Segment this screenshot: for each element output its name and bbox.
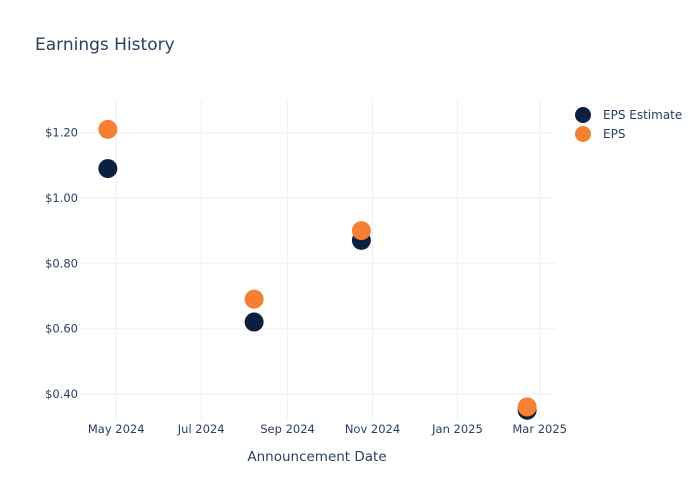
y-tick-label: $0.80 [45,256,78,270]
y-tick-label: $0.60 [45,322,78,336]
data-point[interactable] [517,397,537,417]
x-tick-label: Jul 2024 [177,422,225,436]
y-axis-ticks: $0.40 $0.60 $0.80 $1.00 $1.20 [45,126,78,401]
data-point[interactable] [244,289,264,309]
legend-item[interactable]: EPS [575,126,625,142]
x-tick-label: Mar 2025 [512,422,567,436]
x-axis-ticks: May 2024 Jul 2024 Sep 2024 Nov 2024 Jan 2025… [88,422,567,436]
x-axis-title: Announcement Date [247,449,386,465]
y-tick-label: $1.20 [45,126,78,140]
y-tick-label: $1.00 [45,191,78,205]
legend-label: EPS Estimate [603,108,682,122]
x-tick-label: May 2024 [88,422,145,436]
data-point[interactable] [98,159,118,179]
data-points [98,119,537,420]
data-point[interactable] [98,119,118,139]
legend-marker [575,126,591,142]
legend-marker [575,107,591,123]
x-tick-label: Jan 2025 [431,422,483,436]
series-1 [98,119,537,417]
legend-label: EPS [603,127,625,141]
data-point[interactable] [351,221,371,241]
x-tick-label: Sep 2024 [260,422,315,436]
data-point[interactable] [244,312,264,332]
x-tick-label: Nov 2024 [345,422,400,436]
legend-item[interactable]: EPS Estimate [575,107,682,123]
y-tick-label: $0.40 [45,387,78,401]
legend[interactable]: EPS Estimate EPS [575,107,682,142]
chart-title: Earnings History [35,35,175,55]
grid-layer [80,100,555,420]
